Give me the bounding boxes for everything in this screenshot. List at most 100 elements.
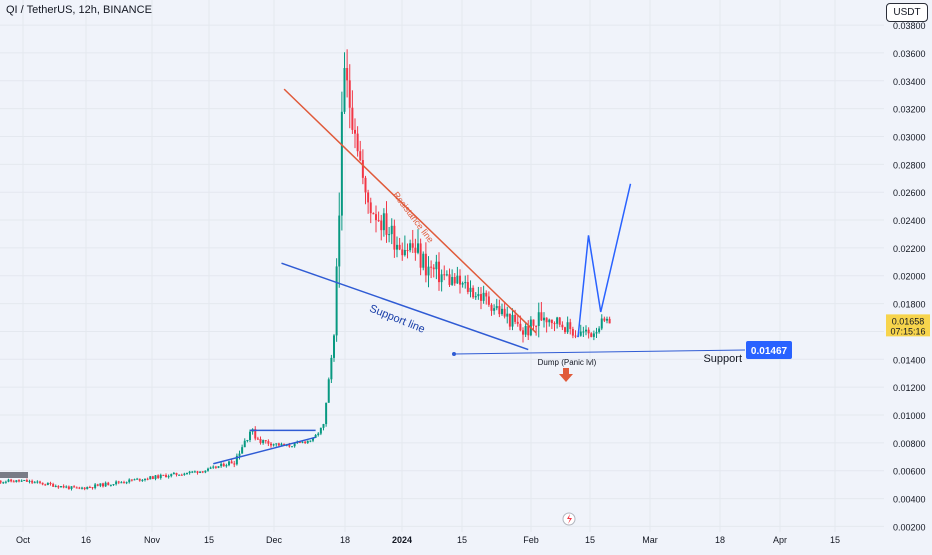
- y-tick-label: 0.03600: [893, 49, 926, 59]
- candle-body: [401, 249, 404, 256]
- candle-body: [443, 274, 446, 276]
- candle-body: [490, 304, 493, 311]
- candle-body: [474, 296, 477, 298]
- candle-body: [146, 478, 149, 480]
- candle-body: [406, 249, 409, 251]
- axes: 0.03800 0.03600 0.03400 0.03200 0.03000 0.028…: [0, 21, 930, 545]
- candle-body: [249, 431, 251, 441]
- candle-body: [298, 442, 301, 444]
- candle-body: [582, 331, 585, 333]
- candle-body: [149, 476, 152, 480]
- candle-body: [574, 335, 577, 337]
- candle-body: [456, 275, 459, 284]
- left-scale-marker: [0, 472, 28, 478]
- candle-body: [445, 274, 448, 276]
- candle-body: [301, 441, 304, 443]
- candle-body: [120, 482, 123, 484]
- candle-body: [598, 328, 601, 333]
- candle-body: [548, 319, 551, 323]
- candle-body: [524, 325, 527, 335]
- candle-body: [112, 484, 115, 486]
- candle-body: [214, 466, 217, 468]
- candle-body: [123, 482, 125, 484]
- candle-body: [511, 314, 514, 327]
- x-tick-label: Oct: [16, 535, 31, 545]
- candle-body: [372, 213, 375, 215]
- x-tick-label: 15: [204, 535, 214, 545]
- candle-body: [144, 478, 146, 480]
- candle-body: [354, 129, 356, 134]
- candle-body: [506, 313, 509, 317]
- candle-body: [438, 261, 440, 283]
- candle-body: [243, 440, 246, 448]
- candle-body: [264, 440, 267, 442]
- candle-body: [592, 333, 595, 337]
- candle-body: [417, 243, 419, 253]
- candle-body: [359, 151, 362, 161]
- candle-body: [333, 335, 335, 358]
- candle-body: [280, 443, 283, 446]
- candle-body: [385, 213, 388, 235]
- candle-body: [595, 332, 598, 334]
- candle-body: [62, 486, 65, 488]
- candle-body: [527, 325, 530, 336]
- candle-body: [165, 475, 167, 478]
- candle-body: [556, 317, 559, 324]
- candle-body: [485, 292, 488, 297]
- candle-body: [115, 481, 118, 485]
- candle-body: [424, 253, 427, 276]
- candle-body: [191, 471, 194, 473]
- candle-body: [91, 487, 94, 489]
- candle-body: [590, 333, 593, 337]
- candle-body: [472, 287, 475, 298]
- candle-body: [319, 427, 322, 434]
- candle-body: [267, 441, 270, 444]
- candle-body: [125, 482, 128, 484]
- candle-body: [254, 429, 257, 439]
- candle-body: [133, 479, 136, 481]
- candle-body: [482, 292, 485, 301]
- candle-body: [209, 467, 212, 469]
- candle-body: [306, 440, 309, 443]
- price-tag-value: 0.01658: [892, 316, 925, 326]
- candle-body: [414, 247, 417, 253]
- candle-body: [217, 466, 220, 468]
- currency-button[interactable]: USDT: [886, 3, 928, 22]
- candle-body: [495, 306, 498, 309]
- candle-body: [233, 463, 236, 465]
- candle-body: [199, 471, 202, 473]
- candle-body: [175, 472, 178, 475]
- candle-body: [241, 447, 244, 454]
- candle-body: [238, 453, 241, 456]
- candle-body: [566, 322, 569, 333]
- dump-label: Dump (Panic lvl): [538, 358, 597, 367]
- candle-body: [70, 486, 73, 489]
- candle-body: [86, 487, 89, 490]
- x-tick-label: Feb: [523, 535, 539, 545]
- candle-body: [186, 473, 188, 475]
- candle-body: [561, 324, 564, 328]
- candle-body: [377, 220, 380, 222]
- support-tag: [746, 340, 792, 359]
- candle-body: [246, 440, 249, 442]
- candle-body: [54, 485, 57, 487]
- y-tick-label: 0.03200: [893, 105, 926, 115]
- candle-body: [480, 294, 482, 301]
- candle-body: [464, 282, 467, 284]
- candle-body: [136, 478, 139, 480]
- candle-body: [325, 402, 328, 425]
- candle-body: [338, 215, 341, 267]
- dump-arrow-icon: [559, 368, 573, 382]
- candle-body: [393, 225, 396, 250]
- y-tick-label: 0.02000: [893, 272, 926, 282]
- candle-body: [569, 322, 572, 329]
- candle-body: [459, 275, 461, 285]
- support-level-anchor: [452, 351, 456, 356]
- candle-body: [411, 243, 414, 248]
- candle-body: [440, 274, 443, 283]
- candle-body: [57, 485, 60, 488]
- candle-body: [466, 282, 469, 292]
- x-tick-label: 18: [340, 535, 350, 545]
